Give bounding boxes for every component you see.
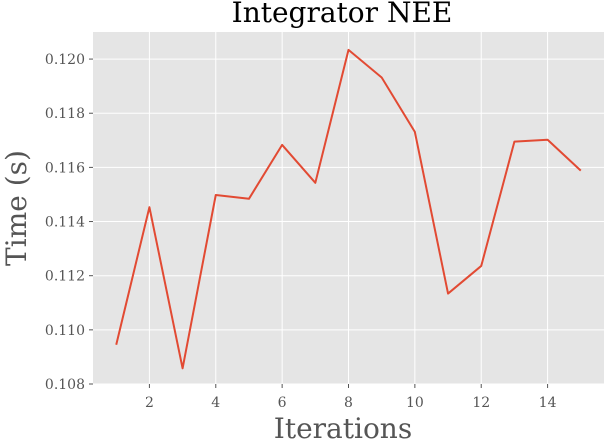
- x-tick-label: 6: [278, 395, 287, 411]
- y-grid-lines: [93, 58, 604, 385]
- y-tick-label: 0.112: [45, 269, 85, 285]
- y-tick-label: 0.118: [45, 106, 85, 122]
- x-axis-label: Iterations: [274, 412, 412, 444]
- x-tick-label: 4: [211, 395, 220, 411]
- series-layer: [115, 48, 582, 370]
- x-tick-label: 12: [472, 395, 490, 411]
- y-tick-label: 0.108: [45, 377, 85, 393]
- y-tick-label: 0.114: [45, 215, 85, 231]
- y-axis-label: Time (s): [0, 150, 33, 266]
- x-tick-label: 14: [539, 395, 557, 411]
- x-tick-label: 2: [145, 395, 154, 411]
- series-line: [115, 48, 582, 370]
- x-axis-ticks: 2 4 6 8 10 12 14: [145, 384, 557, 411]
- y-axis-ticks: 0.108 0.110 0.112 0.114 0.116 0.118 0.120: [45, 52, 93, 393]
- x-tick-label: 8: [344, 395, 353, 411]
- x-tick-label: 10: [406, 395, 424, 411]
- y-tick-label: 0.116: [45, 160, 85, 176]
- x-grid-lines: [148, 32, 549, 384]
- y-tick-label: 0.120: [45, 52, 85, 68]
- y-tick-label: 0.110: [45, 323, 85, 339]
- chart-title: Integrator NEE: [232, 0, 453, 29]
